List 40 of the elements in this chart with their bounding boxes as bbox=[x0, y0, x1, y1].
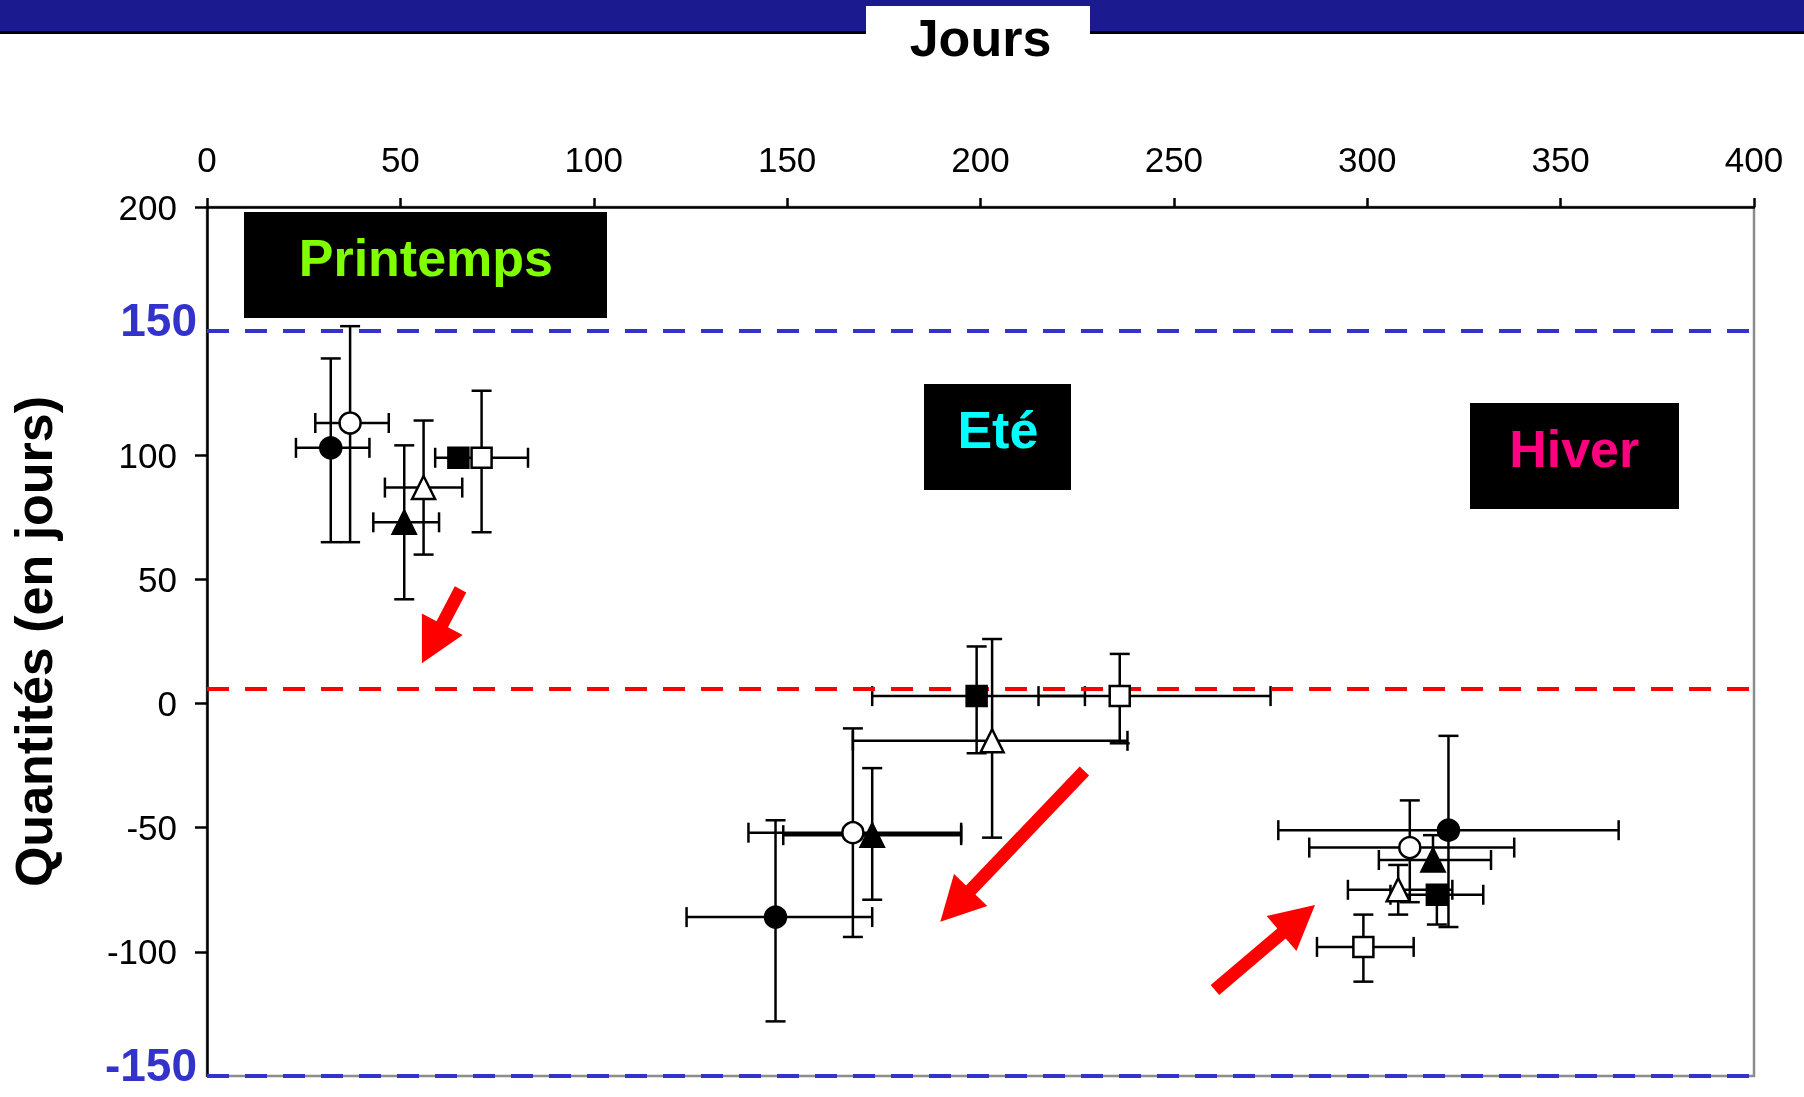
y-tick-label: -100 bbox=[106, 932, 177, 972]
point bbox=[1436, 818, 1461, 842]
x-tick-label: 150 bbox=[757, 140, 817, 179]
x-tick-label: 350 bbox=[1531, 140, 1590, 179]
point bbox=[470, 446, 493, 470]
annotation: Hiver bbox=[1469, 402, 1679, 510]
ref-line-label: 150 bbox=[120, 294, 197, 347]
x-tick-label: 300 bbox=[1338, 140, 1397, 179]
point bbox=[410, 474, 437, 501]
ref-line-label: -150 bbox=[104, 1039, 197, 1091]
point bbox=[965, 684, 988, 708]
point bbox=[979, 728, 1005, 754]
point bbox=[1385, 877, 1411, 903]
point bbox=[841, 820, 865, 845]
x-tick-label: 0 bbox=[197, 140, 217, 179]
x-tick-label: 250 bbox=[1144, 140, 1204, 179]
annotation: Printemps bbox=[244, 212, 608, 318]
y-tick-label: 0 bbox=[157, 684, 177, 724]
point bbox=[391, 509, 417, 536]
point bbox=[1398, 835, 1422, 860]
x-axis-title: Jours bbox=[909, 9, 1052, 67]
point bbox=[763, 905, 788, 929]
y-tick-label: 100 bbox=[118, 435, 177, 475]
point bbox=[1420, 847, 1446, 873]
point bbox=[1425, 883, 1449, 906]
point bbox=[1108, 684, 1131, 708]
point bbox=[319, 436, 343, 460]
point bbox=[447, 446, 470, 470]
point bbox=[859, 822, 885, 848]
y-tick-label: -50 bbox=[126, 808, 177, 848]
y-tick-label: 200 bbox=[118, 187, 177, 227]
x-tick-label: 50 bbox=[380, 140, 420, 179]
x-tick-label: 100 bbox=[564, 140, 623, 179]
y-tick-label: 50 bbox=[138, 559, 177, 599]
point bbox=[1352, 935, 1375, 959]
point bbox=[338, 411, 362, 435]
y-axis-title: Quantités (en jours) bbox=[5, 395, 63, 888]
x-tick-label: 200 bbox=[951, 140, 1010, 179]
x-tick-label: 400 bbox=[1724, 140, 1784, 179]
annotation: Eté bbox=[924, 384, 1072, 491]
